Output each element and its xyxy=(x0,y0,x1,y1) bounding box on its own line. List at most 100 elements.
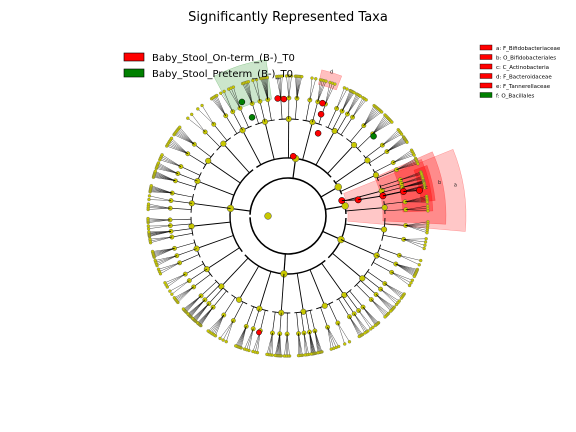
branch-leaf xyxy=(226,320,234,342)
branch-leaf xyxy=(265,77,269,100)
branch-leaf xyxy=(167,144,188,154)
branch-order xyxy=(360,280,377,295)
branch-leaf xyxy=(372,121,392,134)
node xyxy=(312,328,318,334)
branch-leaf xyxy=(296,76,300,99)
branch-leaf xyxy=(175,131,195,145)
branch-leaf xyxy=(148,219,171,222)
branch-class xyxy=(327,144,355,174)
branch-leaf xyxy=(167,273,186,288)
branch-order xyxy=(332,110,343,130)
branch-leaf xyxy=(405,196,427,202)
leaf-node xyxy=(234,344,238,348)
leaf-node xyxy=(357,334,361,339)
branch-leaf xyxy=(295,76,298,99)
branch-order xyxy=(232,111,243,131)
branch-order xyxy=(320,307,328,328)
branch-leaf xyxy=(391,272,410,286)
branch-leaf xyxy=(176,286,194,302)
branch-leaf xyxy=(152,248,175,252)
node xyxy=(218,283,225,290)
branch-leaf xyxy=(347,95,360,115)
branch-leaf xyxy=(353,313,366,334)
branch-order xyxy=(367,271,385,284)
branch-leaf xyxy=(148,207,171,209)
branch-leaf xyxy=(156,255,177,265)
branch-leaf xyxy=(148,203,171,209)
branch-class xyxy=(280,273,285,313)
branch-leaf xyxy=(270,332,273,355)
leaf-node xyxy=(423,243,427,247)
branch-leaf xyxy=(177,286,194,303)
branch-leaf xyxy=(403,239,425,246)
branch-leaf xyxy=(209,314,224,333)
branch-leaf xyxy=(349,316,362,336)
branch-order xyxy=(204,131,221,148)
branch-leaf xyxy=(384,283,402,299)
branch-leaf xyxy=(174,286,194,298)
branch-leaf xyxy=(372,117,388,134)
branch-order xyxy=(328,303,339,324)
leaf-node xyxy=(417,263,421,267)
branch-leaf xyxy=(403,239,425,249)
node xyxy=(205,157,212,164)
branch-leaf xyxy=(341,90,351,112)
branch-leaf xyxy=(175,286,194,301)
leaf-node xyxy=(405,140,409,144)
branch-leaf xyxy=(171,138,188,154)
branch-leaf xyxy=(197,108,214,125)
ring-root xyxy=(249,177,327,255)
leaf-node xyxy=(153,169,157,173)
branch-leaf xyxy=(150,236,172,243)
branch-leaf xyxy=(157,164,178,174)
branch-leaf xyxy=(223,91,233,112)
branch-leaf xyxy=(341,90,352,112)
branch-leaf xyxy=(391,272,413,281)
branch-order xyxy=(350,125,365,142)
branch-leaf xyxy=(168,142,188,154)
branch-leaf xyxy=(197,307,214,323)
branch-leaf xyxy=(148,208,171,210)
leaf-node xyxy=(412,153,416,157)
branch-leaf xyxy=(152,248,175,253)
branch-leaf xyxy=(393,151,413,163)
branch-leaf xyxy=(148,199,172,201)
branch-order xyxy=(300,312,305,333)
branch-order xyxy=(381,183,402,190)
leaf-node xyxy=(282,354,287,358)
branch-leaf xyxy=(155,171,176,181)
legend-swatch-preterm xyxy=(123,68,145,78)
branch-leaf xyxy=(169,141,188,154)
branch-order xyxy=(272,312,276,334)
branch-leaf xyxy=(314,330,319,353)
branch-leaf xyxy=(400,174,422,180)
branch-order xyxy=(223,297,236,316)
branch-leaf xyxy=(303,332,309,355)
leaf-node xyxy=(343,342,347,346)
node-enriched-term xyxy=(274,95,281,102)
branch-order xyxy=(376,255,396,265)
branch-leaf xyxy=(380,288,400,302)
branch-leaf xyxy=(239,326,247,348)
leaf-node xyxy=(242,347,247,351)
branch-order xyxy=(212,290,227,308)
branch-order xyxy=(170,207,192,210)
leaf-node xyxy=(424,237,428,241)
leaf-node xyxy=(363,331,367,335)
branch-order xyxy=(176,248,197,256)
node xyxy=(223,113,229,119)
branch-leaf xyxy=(317,81,327,102)
branch-leaf xyxy=(347,94,358,115)
branch-leaf xyxy=(327,327,337,348)
branch-leaf xyxy=(160,157,181,167)
leaf-node xyxy=(146,227,151,231)
leaf-node xyxy=(156,267,161,271)
branch-order xyxy=(305,311,310,333)
branch-leaf xyxy=(363,111,382,126)
branch-leaf xyxy=(391,272,412,284)
leaf-node xyxy=(168,289,172,293)
branch-leaf xyxy=(400,171,421,180)
branch-leaf xyxy=(245,82,253,104)
leaf-node xyxy=(163,281,167,285)
